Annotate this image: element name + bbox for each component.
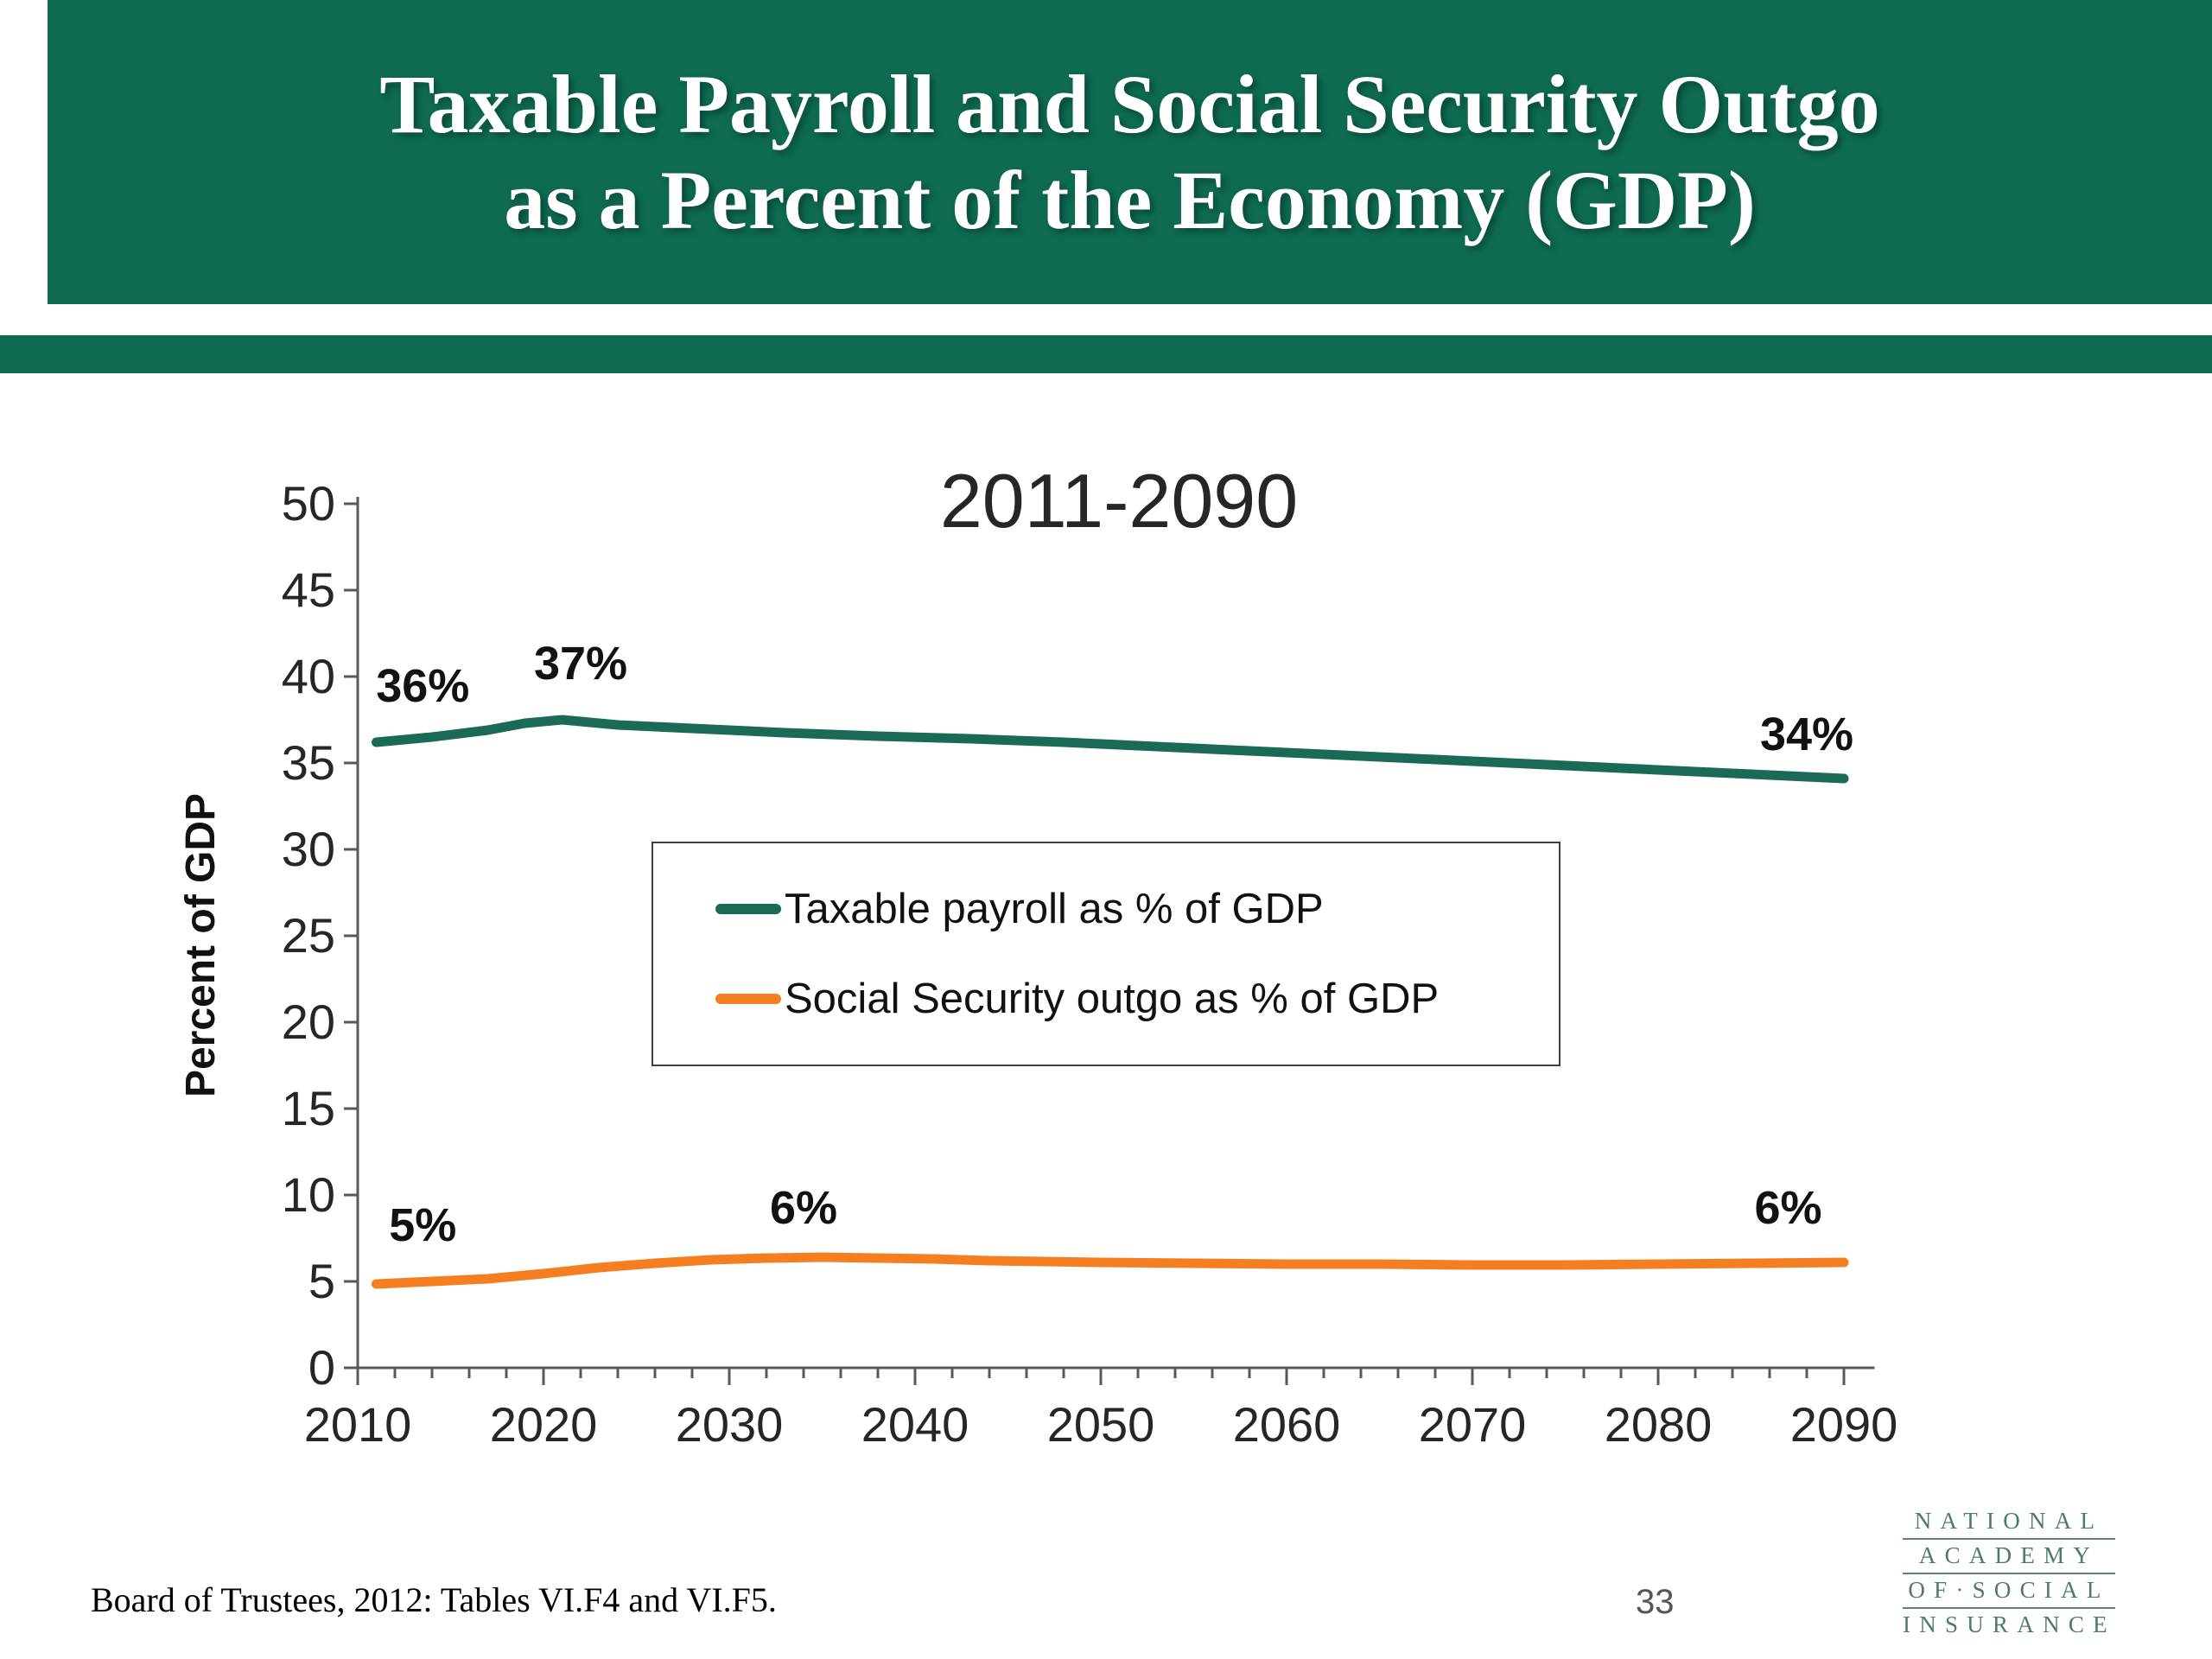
svg-text:2020: 2020 xyxy=(490,1397,598,1452)
y-axis-title: Percent of GDP xyxy=(178,793,224,1097)
svg-text:35: 35 xyxy=(282,735,335,790)
page-number: 33 xyxy=(1636,1583,1675,1621)
svg-text:2090: 2090 xyxy=(1790,1397,1898,1452)
header-accent-band xyxy=(0,335,2212,373)
chart-legend: Taxable payroll as % of GDP Social Secur… xyxy=(652,842,1560,1066)
social-security-outgo-line-swatch xyxy=(715,994,781,1004)
logo-line-insurance: INSURANCE xyxy=(1903,1611,2116,1637)
line-chart: 2011-2090 Percent of GDP 0 5 10 15 20 25 30 35 4… xyxy=(178,458,1898,1452)
chart-axes: 0 5 10 15 20 25 30 35 40 45 50 2010 2020 2030 2040 2050… xyxy=(282,476,1898,1452)
slide-title-line-1: Taxable Payroll and Social Security Outg… xyxy=(379,57,1880,150)
svg-text:2060: 2060 xyxy=(1233,1397,1341,1452)
svg-text:2030: 2030 xyxy=(676,1397,784,1452)
svg-text:50: 50 xyxy=(282,476,335,531)
svg-text:6%: 6% xyxy=(770,1182,837,1234)
chart-series-lines xyxy=(372,715,1849,1289)
logo-line-national: NATIONAL xyxy=(1903,1505,2115,1540)
svg-text:5%: 5% xyxy=(389,1199,456,1251)
svg-text:34%: 34% xyxy=(1760,709,1853,760)
svg-text:2050: 2050 xyxy=(1047,1397,1155,1452)
legend-label-taxable-payroll: Taxable payroll as % of GDP xyxy=(785,886,1324,932)
nasi-logo: NATIONAL ACADEMY OF·SOCIAL INSURANCE xyxy=(1903,1505,2115,1642)
svg-text:37%: 37% xyxy=(534,638,627,690)
svg-text:15: 15 xyxy=(282,1081,335,1135)
svg-text:2070: 2070 xyxy=(1419,1397,1527,1452)
legend-item-social-security-outgo: Social Security outgo as % of GDP xyxy=(715,975,1559,1023)
logo-line-of-social: OF·SOCIAL xyxy=(1903,1574,2115,1609)
svg-text:0: 0 xyxy=(308,1340,335,1395)
legend-item-taxable-payroll: Taxable payroll as % of GDP xyxy=(715,885,1559,933)
legend-label-social-security-outgo: Social Security outgo as % of GDP xyxy=(785,976,1440,1022)
svg-text:6%: 6% xyxy=(1754,1182,1821,1234)
slide-title-line-2: as a Percent of the Economy (GDP) xyxy=(504,154,1756,246)
taxable-payroll-line-swatch xyxy=(715,904,781,914)
logo-line-academy: ACADEMY xyxy=(1903,1540,2115,1574)
chart-title: 2011-2090 xyxy=(940,458,1298,543)
svg-text:40: 40 xyxy=(282,649,335,703)
chart-data-labels: 36% 37% 34% 5% 6% 6% xyxy=(376,638,1853,1251)
source-note: Board of Trustees, 2012: Tables VI.F4 an… xyxy=(91,1580,777,1619)
slide-title-band: Taxable Payroll and Social Security Outg… xyxy=(48,0,2212,304)
svg-text:5: 5 xyxy=(308,1254,335,1308)
svg-text:10: 10 xyxy=(282,1167,335,1222)
svg-text:25: 25 xyxy=(282,908,335,963)
svg-text:45: 45 xyxy=(282,563,335,617)
svg-text:2010: 2010 xyxy=(304,1397,412,1452)
svg-text:20: 20 xyxy=(282,995,335,1049)
svg-text:30: 30 xyxy=(282,822,335,876)
svg-text:2040: 2040 xyxy=(861,1397,969,1452)
svg-text:2080: 2080 xyxy=(1605,1397,1713,1452)
svg-text:36%: 36% xyxy=(376,660,469,712)
